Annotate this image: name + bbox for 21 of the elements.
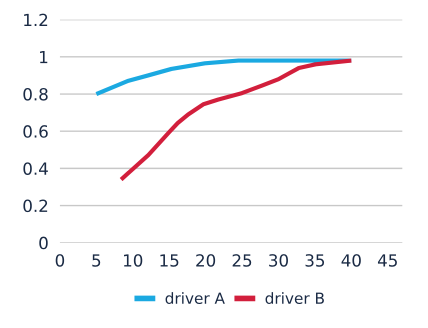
x-tick-label: 0 [56,254,64,267]
x-tick-label: 45 [378,254,397,267]
y-tick-label: 0.4 [23,162,48,175]
x-tick-label: 25 [232,254,252,267]
y-tick-label: 0 [39,236,48,250]
line-series [119,58,354,182]
legend-label: driver B [266,292,324,304]
y-tick-label: 1 [40,51,48,64]
y-tick-label: 0.8 [23,88,48,101]
y-tick-label: 1.2 [24,14,48,26]
x-tick-label: 40 [342,254,361,267]
x-tick-label: 20 [196,254,216,267]
x-tick-label: 5 [92,254,100,267]
legend-label: driver A [166,292,225,304]
line-series [94,58,354,96]
x-tick-label: 10 [124,254,142,267]
x-tick-label: 15 [160,254,178,267]
x-tick-label: 35 [306,254,324,267]
y-tick-label: 0.2 [23,200,48,212]
x-tick-label: 30 [269,254,288,267]
y-tick-label: 0.6 [23,125,48,138]
